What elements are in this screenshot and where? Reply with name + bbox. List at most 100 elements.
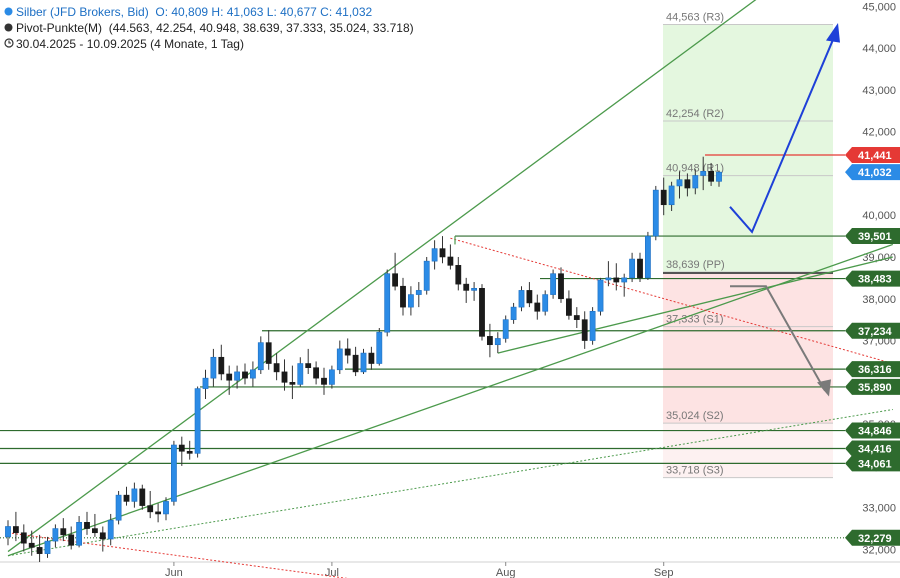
candle (479, 284, 485, 341)
candle (242, 363, 248, 385)
chart-legend: Silber (JFD Brokers, Bid) O: 40,809 H: 4… (4, 4, 414, 52)
candle-body (510, 306, 517, 320)
level-price-tag: 34,061 (845, 455, 900, 472)
candle (407, 286, 414, 316)
candle-body (131, 488, 138, 502)
level-price-tag: 36,316 (845, 361, 900, 378)
candle-body (257, 342, 264, 371)
bearish-arrowhead (817, 379, 831, 397)
candle (621, 273, 628, 297)
price-tag-bg (845, 228, 900, 245)
legend-instrument: Silber (JFD Brokers, Bid) O: 40,809 H: 4… (4, 4, 414, 20)
candle-body (52, 528, 59, 542)
ohlc-values: O: 40,809 H: 41,063 L: 40,677 C: 41,032 (155, 5, 373, 19)
y-tick-label: 44,000 (862, 43, 896, 55)
x-tick-label: Jul (325, 567, 339, 578)
candle-body (226, 373, 233, 381)
candle-body (518, 290, 525, 308)
level-price-tag: 38,483 (845, 270, 900, 287)
candle-body (463, 283, 470, 291)
dotted-support-line (7, 408, 893, 557)
price-tag-bg (845, 361, 900, 378)
candle-body (265, 342, 272, 364)
candle-body (155, 511, 161, 515)
candle-body (68, 534, 75, 546)
candle (384, 269, 391, 337)
candle (423, 256, 430, 295)
candle-body (210, 356, 217, 379)
legend-range: 30.04.2025 - 10.09.2025 (4 Monate, 1 Tag… (4, 36, 414, 52)
time-axis: Jun Jul Aug Sep (0, 561, 900, 578)
candle-body (297, 363, 304, 385)
candle-body (99, 532, 106, 540)
candle (178, 436, 185, 466)
candle-body (455, 265, 462, 285)
candle (171, 440, 177, 506)
candle (605, 261, 612, 287)
y-tick-label: 39,000 (862, 252, 896, 264)
price-tag-label: 36,316 (858, 364, 892, 376)
candle-body (218, 356, 225, 375)
candle-body (92, 528, 98, 534)
candle (131, 482, 138, 508)
clock-icon (4, 36, 16, 52)
candle-body (194, 388, 201, 454)
level-price-tag: 34,416 (845, 440, 900, 457)
candle-body (479, 288, 485, 337)
candle (321, 367, 327, 395)
candle (273, 353, 280, 381)
candle-body (716, 171, 722, 182)
candle (194, 386, 201, 458)
projection-arrows[interactable] (729, 22, 840, 397)
candle (463, 277, 470, 303)
bullish-arrowhead (826, 22, 840, 43)
candle (392, 252, 398, 291)
price-tag-label: 38,483 (858, 274, 892, 286)
candle (226, 365, 233, 395)
candle-body (178, 444, 185, 452)
y-tick-label: 33,000 (862, 503, 896, 515)
price-tag-bg (845, 529, 900, 546)
level-price-tag: 32,279 (845, 529, 900, 546)
candle (660, 177, 667, 216)
candle (76, 516, 82, 548)
candle (123, 486, 130, 506)
trend-lines[interactable] (7, 0, 894, 578)
candle-body (376, 331, 383, 364)
candle (439, 236, 446, 264)
price-tag-bg (845, 440, 900, 457)
candle (644, 231, 651, 280)
candle-body (597, 279, 604, 312)
candle-body (700, 171, 707, 176)
candle-body (605, 277, 612, 281)
candle (550, 269, 556, 299)
candle (352, 346, 359, 377)
candle-body (534, 302, 541, 312)
candle-body (415, 290, 422, 295)
level-price-tag: 39,501 (845, 228, 900, 245)
candle-body (400, 285, 406, 308)
candle-body (328, 369, 335, 385)
candle (336, 340, 343, 374)
instrument-icon (4, 4, 16, 20)
candle (494, 332, 501, 354)
candle (668, 181, 675, 212)
price-tag-bg (845, 146, 900, 163)
candle-body (439, 248, 446, 258)
candle-body (676, 179, 683, 187)
candle-body (115, 494, 122, 521)
candle-body (60, 528, 67, 536)
candle (5, 520, 11, 546)
candle (328, 365, 335, 389)
candle-body (573, 315, 580, 320)
pivot-name: Pivot-Punkte(M) (16, 21, 103, 35)
price-tag-label: 39,501 (858, 231, 892, 243)
candle-body (613, 277, 620, 283)
pivot-label: 42,254 (R2) (666, 108, 724, 120)
candle-body (163, 501, 169, 515)
level-price-tag: 34,846 (845, 422, 900, 439)
y-tick-label: 45,000 (862, 1, 896, 13)
candle (289, 365, 296, 400)
candle (234, 365, 240, 389)
